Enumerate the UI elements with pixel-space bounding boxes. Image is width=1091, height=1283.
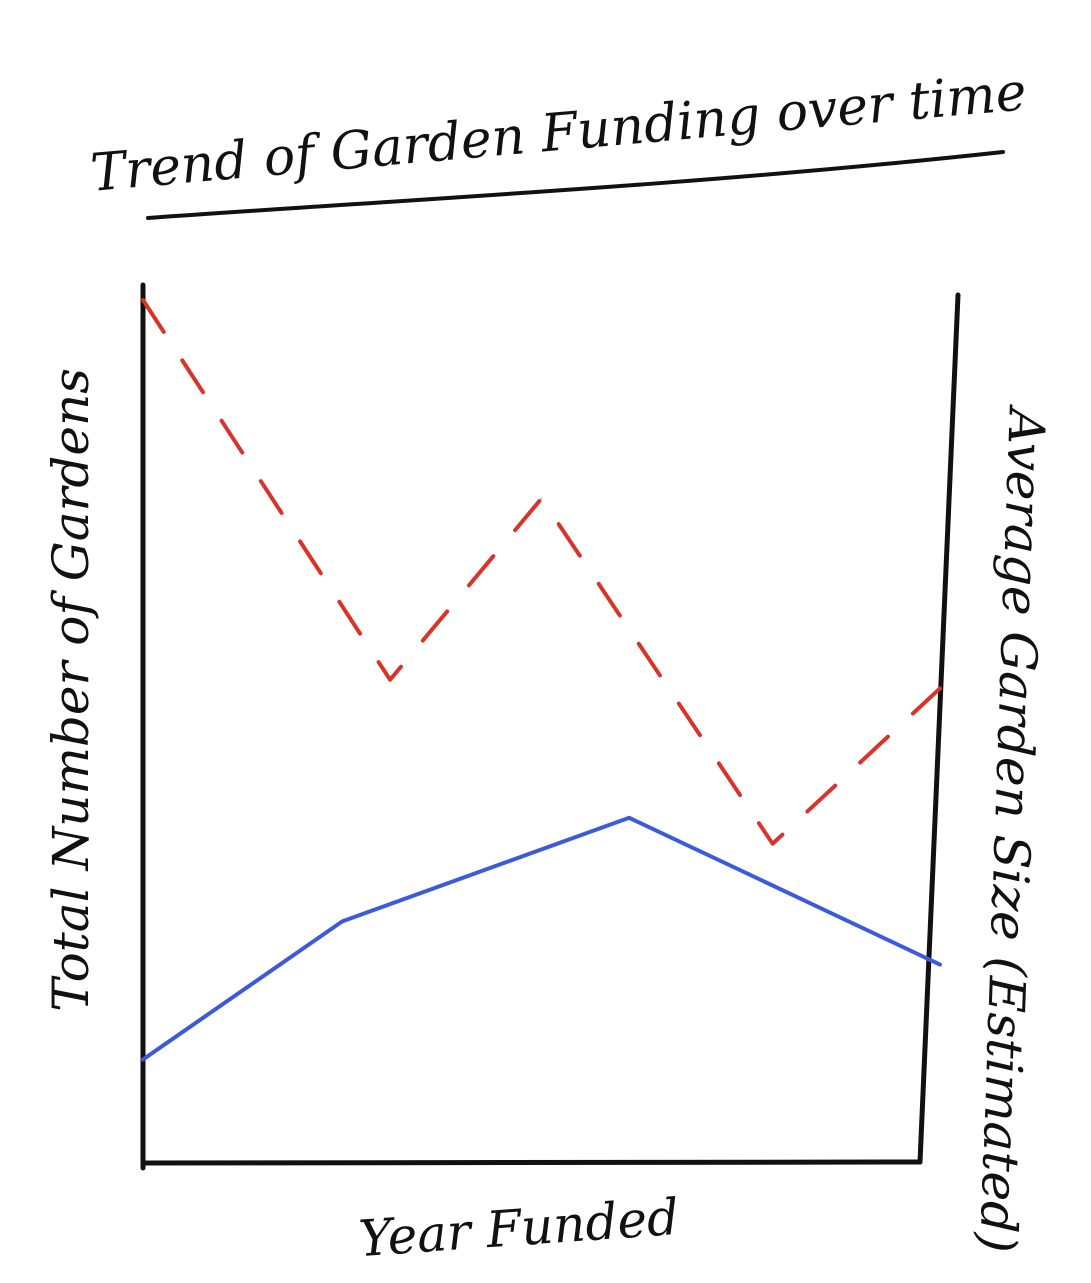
x-axis-label: Year Funded: [357, 1188, 681, 1268]
series-0-point-0: [142, 1058, 144, 1060]
series-0-point-2: [628, 817, 630, 819]
right-axis: [917, 292, 961, 1165]
series-line-1: [141, 298, 942, 846]
series-line-0: [141, 815, 942, 1062]
series-1-point-1: [389, 679, 391, 681]
title-underline: [146, 150, 1005, 220]
chart-title: Trend of Garden Funding over time: [88, 62, 1029, 204]
series-1-point-4: [939, 687, 941, 689]
series-1-point-3: [772, 843, 774, 845]
y-axis-label: Total Number of Gardens: [42, 368, 100, 1012]
y2-axis-label: Average Garden Size (Estimated): [968, 403, 1056, 1253]
series-layer: [141, 298, 942, 1062]
bottom-axis: [140, 1159, 923, 1166]
series-0-point-1: [341, 920, 343, 922]
series-1-point-0: [142, 299, 144, 301]
series-0-point-3: [939, 964, 941, 966]
series-1-point-2: [541, 497, 542, 499]
